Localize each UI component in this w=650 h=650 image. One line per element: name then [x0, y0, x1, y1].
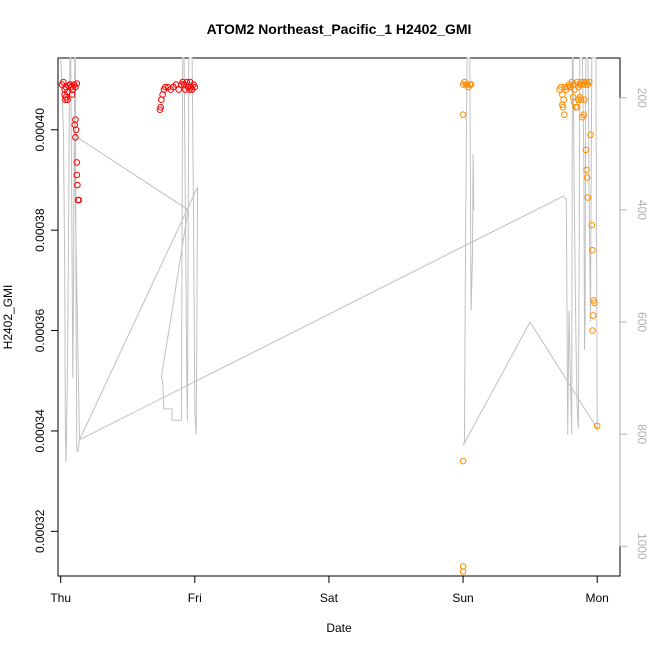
data-point-series-1 — [64, 96, 71, 103]
data-point-series-1 — [68, 91, 76, 98]
right-tick-label: 200 — [635, 88, 649, 108]
data-point-series-2 — [582, 146, 590, 154]
data-point-series-2 — [593, 422, 601, 430]
right-axis: 200 400 600 800 1000 — [619, 88, 649, 560]
y-tick-label: 0.00034 — [33, 409, 47, 453]
data-point-series-1 — [157, 103, 164, 111]
x-axis-label: Date — [326, 621, 352, 635]
y-tick-label: 0.00032 — [33, 509, 47, 553]
chart-title: ATOM2 Northeast_Pacific_1 H2402_GMI — [207, 21, 472, 37]
data-point-series-1 — [191, 83, 199, 91]
y-tick-label: 0.00040 — [33, 108, 47, 152]
data-point-series-2 — [591, 299, 598, 307]
x-tick-label: Mon — [586, 591, 609, 605]
x-tick-label: Thu — [50, 591, 71, 605]
data-point-series-1 — [72, 116, 79, 123]
data-point-series-2 — [589, 246, 596, 254]
data-point-series-2 — [585, 78, 593, 86]
altitude-line — [60, 57, 598, 463]
data-point-series-1 — [62, 96, 69, 103]
y-tick-label: 0.00038 — [33, 208, 47, 252]
plot-area-frame — [57, 57, 621, 577]
right-tick-label: 1000 — [635, 533, 649, 560]
data-point-series-1 — [72, 126, 80, 134]
x-tick-label: Fri — [188, 591, 202, 605]
data-point-series-1 — [73, 171, 81, 179]
right-tick-label: 400 — [635, 200, 649, 220]
data-point-series-2 — [581, 96, 588, 103]
y-tick-label: 0.00036 — [33, 309, 47, 353]
data-point-series-2 — [459, 457, 467, 465]
data-point-series-1 — [186, 78, 194, 86]
y-axis: 0.00032 0.00034 0.00036 0.00038 0.00040 — [33, 108, 59, 553]
data-point-series-2 — [557, 83, 565, 91]
data-point-series-1 — [75, 196, 83, 204]
data-point-series-1 — [69, 86, 77, 93]
data-point-series-1 — [72, 134, 79, 141]
data-point-series-2 — [459, 568, 467, 575]
data-point-series-2 — [588, 221, 596, 229]
data-point-series-2 — [587, 131, 594, 139]
data-point-series-2 — [467, 81, 475, 88]
data-point-series-1 — [162, 83, 169, 91]
data-point-series-1 — [175, 86, 182, 93]
x-tick-label: Sun — [452, 591, 473, 605]
data-point-series-2 — [561, 111, 568, 118]
x-axis: Thu Fri Sat Sun Mon — [50, 575, 609, 605]
y-axis-label: H2402_GMI — [1, 285, 15, 350]
right-tick-label: 800 — [635, 424, 649, 444]
right-tick-label: 600 — [635, 312, 649, 332]
altitude-line-group — [60, 57, 598, 463]
data-point-series-2 — [573, 103, 581, 111]
data-point-series-2 — [559, 103, 567, 111]
data-point-series-1 — [74, 181, 81, 189]
data-point-series-2 — [583, 166, 590, 174]
data-point-series-2 — [589, 327, 596, 334]
data-points-group — [58, 78, 601, 575]
data-point-series-2 — [583, 174, 591, 181]
data-point-series-1 — [60, 78, 67, 86]
data-point-series-2 — [577, 96, 585, 103]
data-point-series-2 — [584, 194, 592, 201]
data-point-series-1 — [183, 78, 191, 86]
data-point-series-1 — [73, 159, 81, 166]
data-point-series-2 — [459, 111, 467, 118]
data-point-series-2 — [589, 312, 597, 319]
data-point-series-1 — [73, 80, 81, 87]
x-tick-label: Sat — [320, 591, 339, 605]
data-point-series-2 — [459, 563, 467, 570]
data-point-series-2 — [580, 111, 588, 118]
